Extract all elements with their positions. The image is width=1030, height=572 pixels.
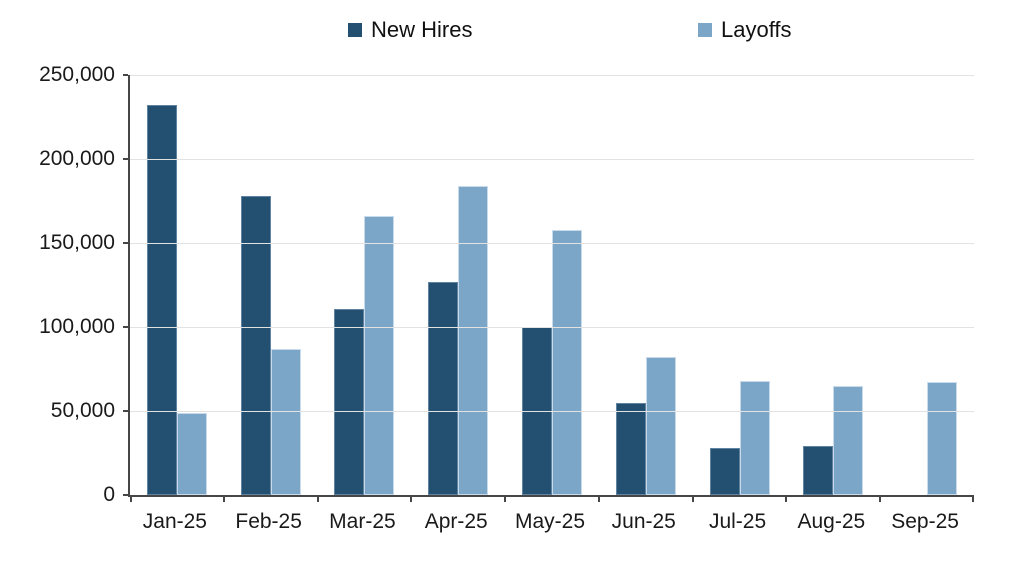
bar-groups: [130, 75, 974, 495]
bar-layoffs: [176, 413, 207, 495]
y-axis-tick-label: 250,000: [39, 63, 115, 86]
x-axis-tick-label: May-25: [514, 510, 586, 533]
x-axis-tick-label: Jan-25: [142, 510, 207, 533]
x-axis-tick-label: Aug-25: [797, 510, 866, 533]
y-axis-tick-label: 150,000: [39, 231, 115, 254]
bar-group-jan-25: [130, 75, 224, 495]
y-axis-tick: [123, 158, 128, 160]
x-axis-tick: [691, 495, 694, 502]
bar-new-hires: [146, 105, 177, 495]
bar-new-hires: [803, 446, 834, 495]
x-axis-tick: [879, 495, 882, 502]
bar-group-feb-25: [224, 75, 318, 495]
bar-layoffs: [645, 357, 676, 495]
gridline: [130, 410, 974, 412]
bar-layoffs: [833, 386, 864, 495]
x-axis-tick: [130, 495, 132, 502]
legend-item-new-hires: New Hires: [348, 19, 472, 41]
gridline: [130, 242, 974, 244]
x-axis-tick: [597, 495, 600, 502]
bar-layoffs: [739, 381, 770, 495]
bar-new-hires: [709, 448, 740, 495]
bar-layoffs: [364, 216, 395, 495]
x-axis-tick: [410, 495, 413, 502]
x-axis-tick: [972, 495, 974, 502]
bar-group-mar-25: [318, 75, 412, 495]
y-axis-tick: [123, 410, 128, 412]
bar-layoffs: [552, 230, 583, 495]
x-axis-tick-label: Jun-25: [611, 510, 676, 533]
x-axis-tick-label: Sep-25: [891, 510, 959, 533]
y-axis-tick: [123, 242, 128, 244]
x-axis-tick-label: Jul-25: [708, 510, 767, 533]
x-axis-tick-label: Feb-25: [235, 510, 302, 533]
bar-group-aug-25: [786, 75, 880, 495]
y-axis-tick: [123, 74, 128, 76]
bar-layoffs: [927, 382, 958, 495]
bar-group-sep-25: [880, 75, 974, 495]
y-axis-tick-label: 50,000: [50, 399, 115, 422]
bar-group-may-25: [505, 75, 599, 495]
layoffs-swatch-icon: [698, 23, 712, 37]
x-axis-tick: [316, 495, 319, 502]
plot-area: [123, 74, 974, 502]
legend-label-new-hires: New Hires: [371, 17, 473, 42]
x-axis-tick-label: Apr-25: [424, 510, 488, 533]
bar-group-apr-25: [411, 75, 505, 495]
bar-new-hires: [428, 282, 459, 495]
gridline: [130, 158, 974, 160]
bar-layoffs: [270, 349, 301, 495]
y-axis-tick: [123, 326, 128, 328]
bar-new-hires: [334, 309, 365, 495]
y-axis-tick-label: 200,000: [39, 147, 115, 170]
y-axis-tick-label: 0: [103, 483, 115, 506]
bar-new-hires: [240, 196, 271, 495]
bar-layoffs: [458, 186, 489, 495]
x-axis-tick-label: Mar-25: [329, 510, 396, 533]
legend-label-layoffs: Layoffs: [721, 17, 792, 42]
new-hires-swatch-icon: [348, 23, 362, 37]
gridline: [130, 326, 974, 328]
bar-new-hires: [615, 403, 646, 495]
gridline: [130, 75, 974, 76]
y-axis-tick-label: 100,000: [39, 315, 115, 338]
x-axis-tick: [504, 495, 507, 502]
legend-item-layoffs: Layoffs: [698, 19, 792, 41]
bar-group-jul-25: [693, 75, 787, 495]
x-axis-tick: [222, 495, 225, 502]
y-axis-tick: [123, 494, 128, 496]
x-axis-tick: [785, 495, 788, 502]
bar-group-jun-25: [599, 75, 693, 495]
